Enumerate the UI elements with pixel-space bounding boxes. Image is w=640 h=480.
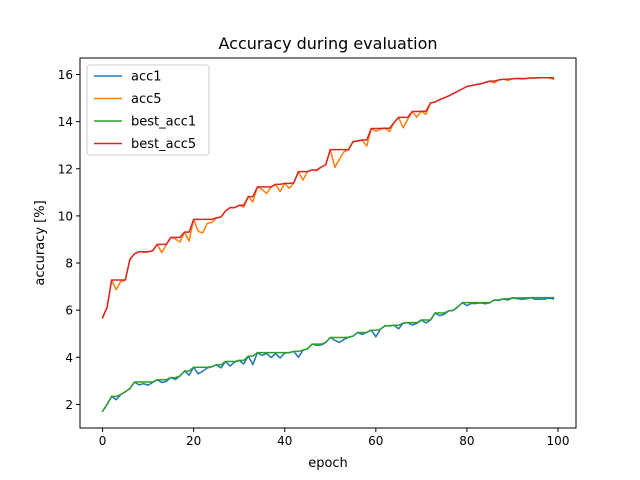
legend-label: best_acc5 [131,137,196,152]
x-tick-label: 60 [368,434,383,448]
x-tick-label: 80 [459,434,474,448]
x-tick-label: 100 [547,434,570,448]
chart-title: Accuracy during evaluation [219,34,438,53]
y-axis-ticks: 2 4 6 8 10 12 14 16 [58,68,80,412]
y-tick-label: 6 [65,304,73,318]
series-layer [101,77,555,413]
y-tick-label: 14 [58,115,73,129]
legend: acc1 acc5 best_acc1 best_acc5 [86,64,210,156]
series-line-best-acc1 [101,296,555,413]
legend-label: acc1 [131,70,162,85]
y-tick-label: 2 [65,398,73,412]
x-axis-ticks: 0 20 40 60 80 100 [99,428,570,448]
legend-label: acc5 [131,92,162,107]
x-tick-label: 40 [277,434,292,448]
y-tick-label: 8 [65,257,73,271]
series-line-best-acc5 [101,77,555,319]
axes [79,57,577,429]
legend-label: best_acc1 [131,115,196,130]
x-axis-label: epoch [308,456,348,471]
y-tick-label: 12 [58,162,73,176]
x-tick-label: 0 [99,434,107,448]
legend-box [86,64,210,156]
y-tick-label: 10 [58,209,73,223]
y-axis-label: accuracy [%] [33,200,48,285]
y-tick-label: 16 [58,68,73,82]
plot-frame [79,57,577,429]
x-tick-label: 20 [186,434,201,448]
y-tick-label: 4 [65,351,73,365]
